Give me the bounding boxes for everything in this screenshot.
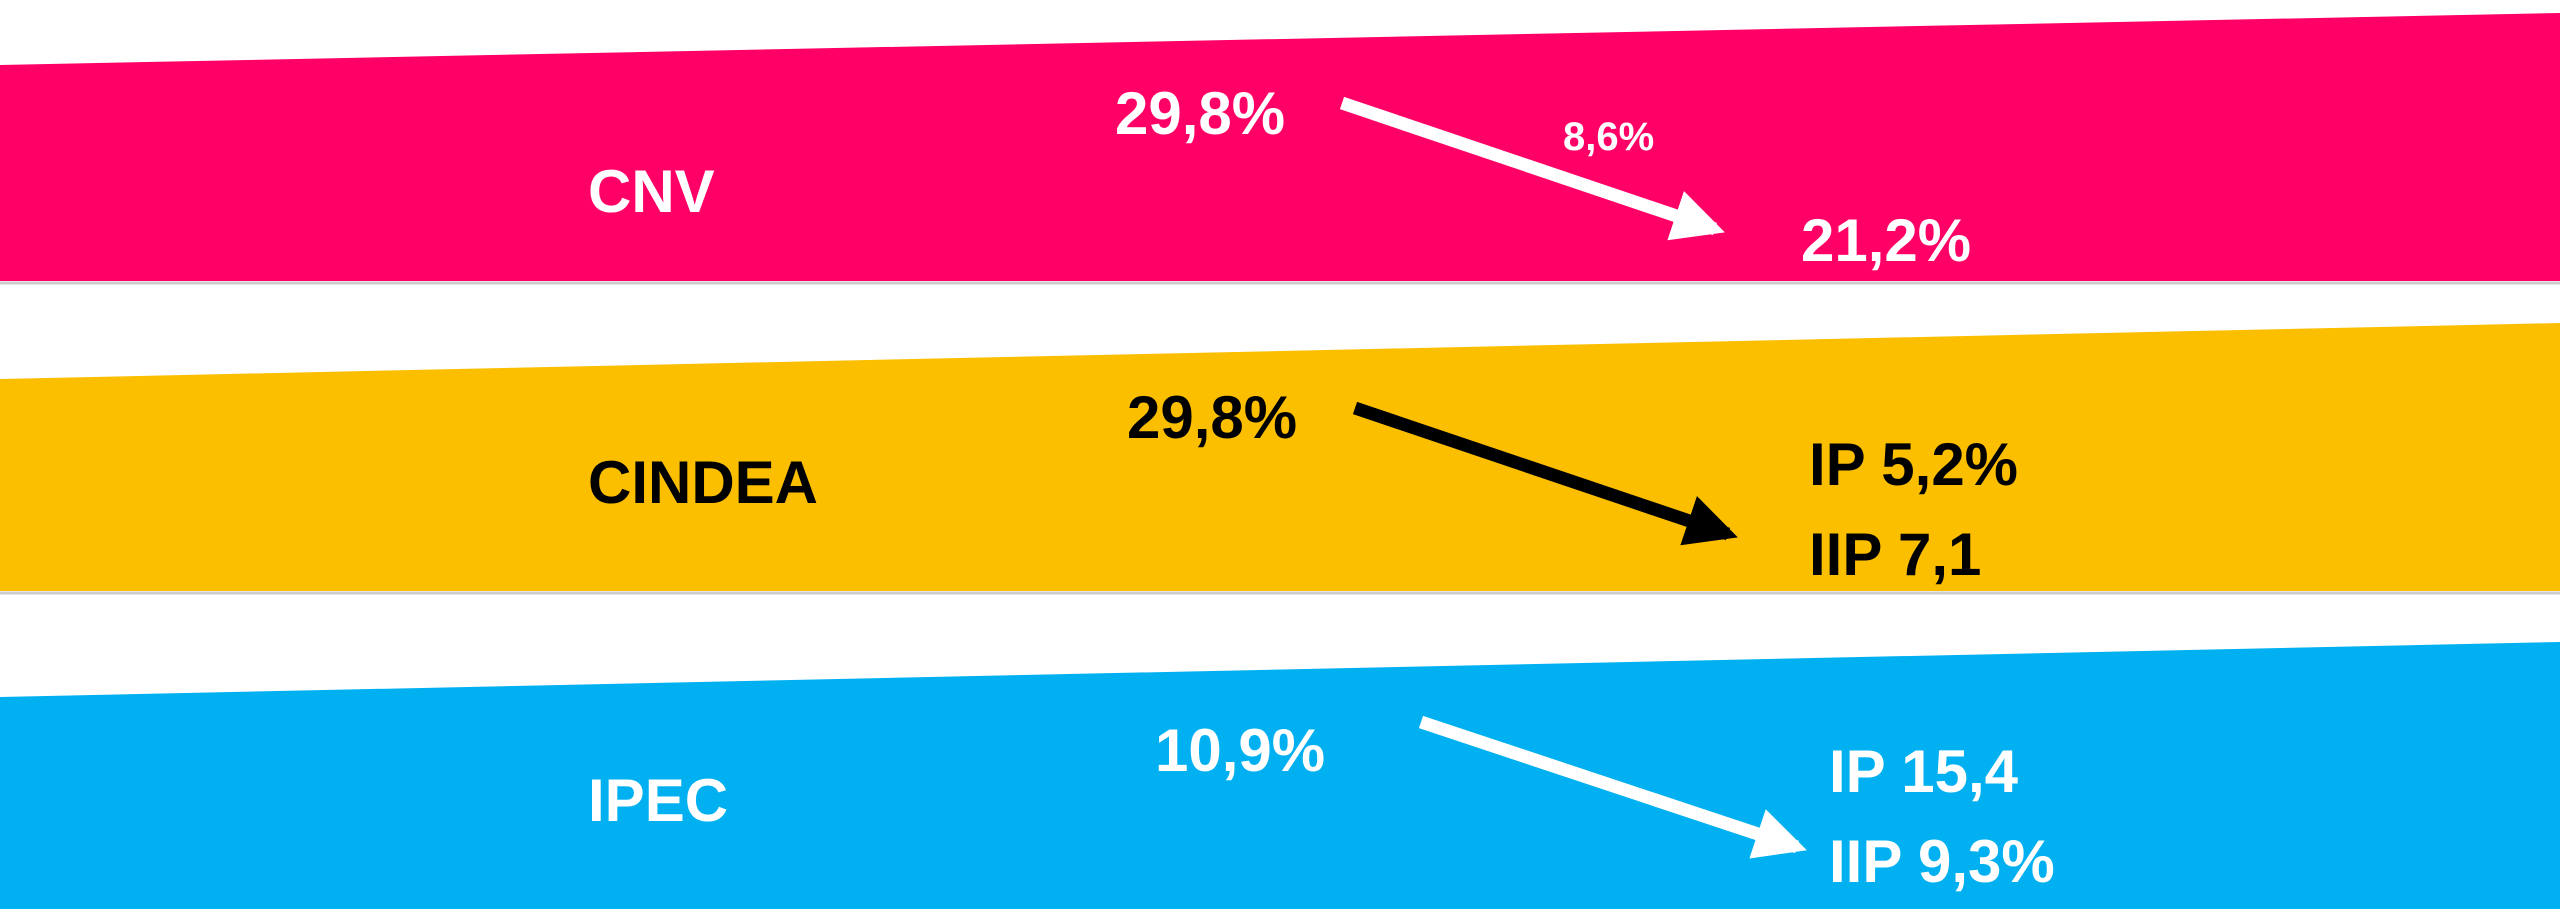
to-value: IP 5,2% xyxy=(1809,431,2018,498)
to-value: 21,2% xyxy=(1801,207,1971,274)
band xyxy=(0,13,2560,281)
row-label: CNV xyxy=(588,158,715,225)
arrow xyxy=(1352,401,1738,546)
change-value: 8,6% xyxy=(1563,115,1654,159)
to-value: IIP 9,3% xyxy=(1829,828,2055,895)
band xyxy=(0,642,2560,909)
arrow xyxy=(1339,96,1725,241)
to-value: IP 15,4 xyxy=(1829,738,2019,805)
row-label: IPEC xyxy=(588,767,728,834)
to-value: IIP 7,1 xyxy=(1809,521,1981,588)
from-value: 29,8% xyxy=(1127,384,1297,451)
from-value: 10,9% xyxy=(1155,717,1325,784)
arrow xyxy=(1418,715,1807,859)
from-value: 29,8% xyxy=(1115,80,1285,147)
band xyxy=(0,323,2560,591)
row-label: CINDEA xyxy=(588,449,818,516)
